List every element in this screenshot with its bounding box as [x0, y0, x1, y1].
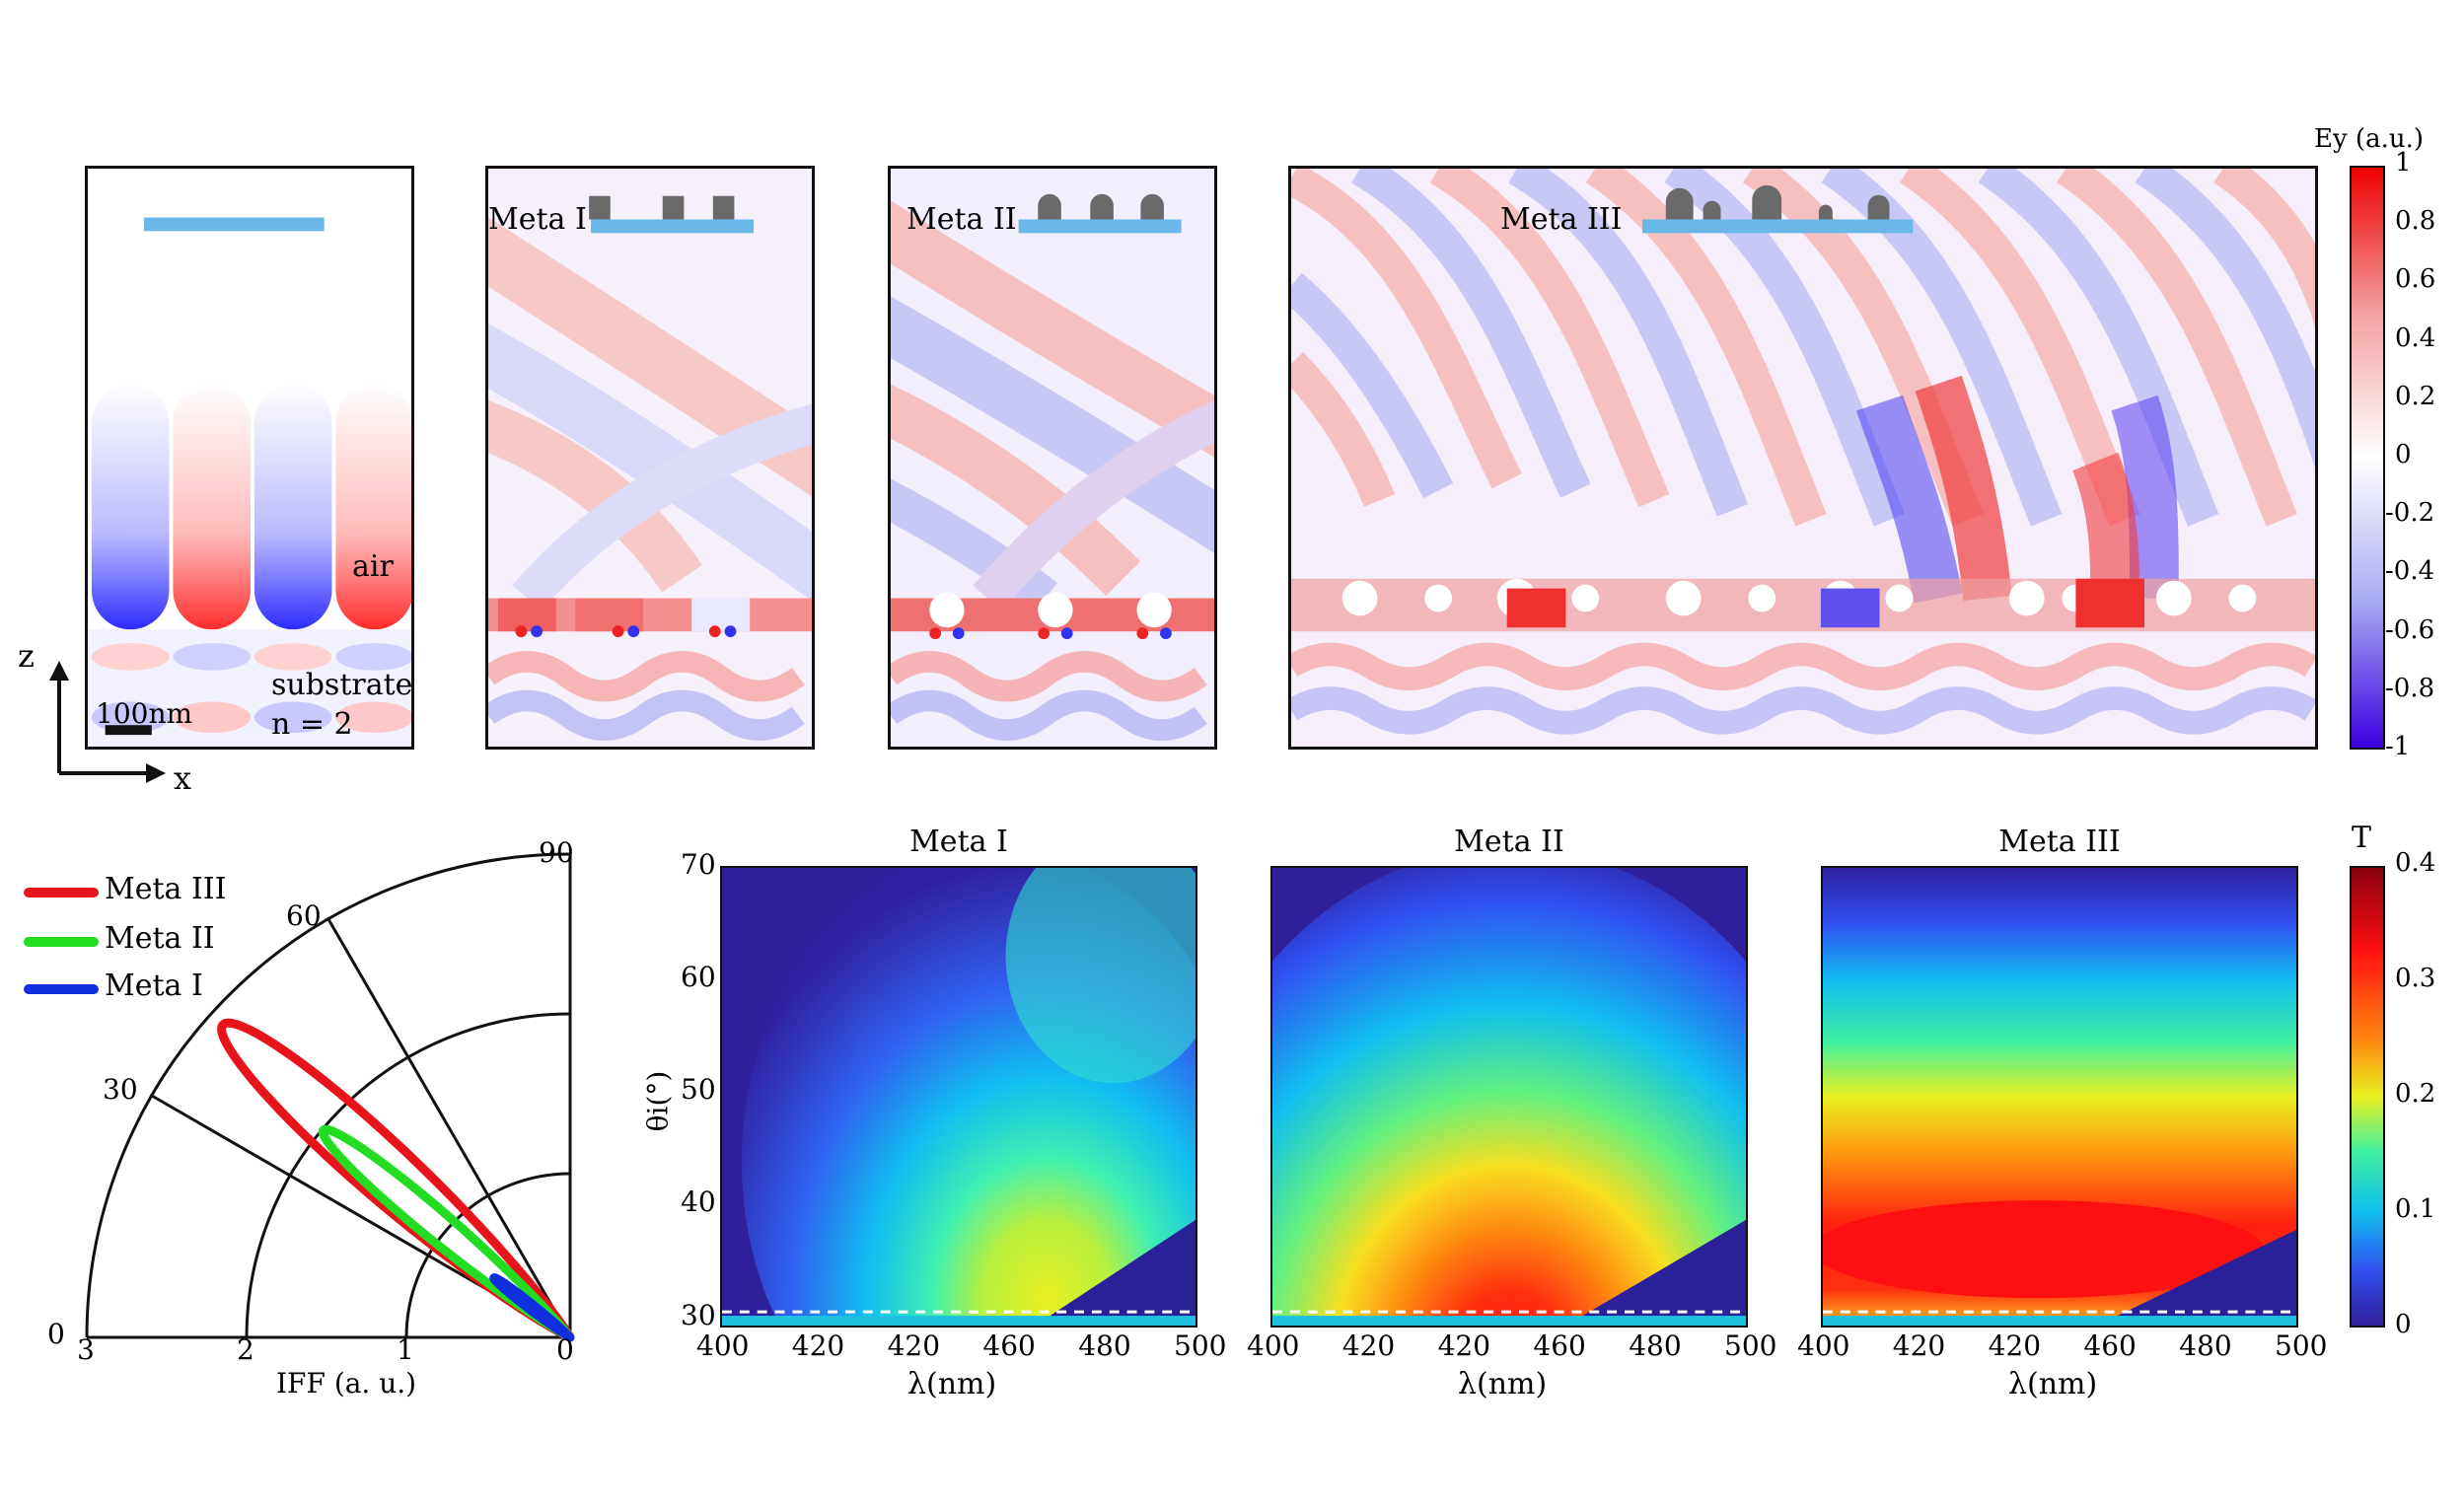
heatmap-ytick: 30: [681, 1298, 716, 1331]
heatmap-xtick: 500: [1174, 1329, 1227, 1362]
scale-bar-label: 100nm: [96, 697, 193, 730]
meta3-label: Meta III: [1500, 202, 1623, 237]
heatmap-ytick: 50: [681, 1073, 716, 1107]
heatmap-xtick: 420: [791, 1329, 845, 1362]
polar-angle-90: 90: [539, 836, 574, 869]
heatmap-xtick: 500: [1724, 1329, 1777, 1362]
heatmap-xtick: 400: [1247, 1329, 1300, 1362]
refractive-index-label: n = 2: [271, 707, 353, 742]
polar-radial-3: 3: [77, 1333, 95, 1366]
heatmap-ytick: 40: [681, 1185, 716, 1219]
polar-radial-2: 2: [237, 1333, 254, 1366]
heatmap1-xlabel: λ(nm): [907, 1367, 997, 1401]
field-panel-meta-1: Meta I: [485, 166, 815, 750]
ey-colorbar-tick: -0.4: [2385, 556, 2435, 587]
ey-colorbar-title: Ey (a.u.): [2314, 124, 2424, 154]
polar-plot: [85, 852, 575, 1342]
t-colorbar-tick: 0.4: [2395, 848, 2436, 878]
heatmap-meta1: [720, 866, 1197, 1328]
ey-colorbar-tick: 0: [2395, 440, 2412, 469]
polar-angle-0: 0: [47, 1318, 65, 1350]
t-colorbar-title: T: [2352, 821, 2372, 855]
heatmap-ytick: 70: [681, 848, 716, 881]
heatmap-xtick: 400: [1797, 1329, 1850, 1362]
heatmap-xtick: 400: [696, 1329, 750, 1362]
legend-label-meta3: Meta III: [105, 872, 227, 906]
field-panel-meta-3: Meta III: [1288, 166, 2318, 750]
heatmap-ylabel: θi(°): [641, 1070, 675, 1132]
z-axis-label: z: [18, 637, 35, 675]
heatmap1-title: Meta I: [909, 825, 1008, 859]
scale-bar: [105, 725, 152, 736]
heatmap-ytick: 60: [681, 961, 716, 994]
heatmap-xtick: 420: [887, 1329, 941, 1362]
meta1-label: Meta I: [488, 202, 587, 237]
heatmap3-xlabel: λ(nm): [2008, 1367, 2098, 1401]
air-label: air: [352, 549, 394, 584]
ey-colorbar-tick: 1: [2395, 148, 2412, 178]
heatmap-xtick: 420: [1892, 1329, 1946, 1362]
meta2-label: Meta II: [906, 202, 1017, 237]
t-colorbar-tick: 0.3: [2395, 964, 2436, 993]
legend-swatch-meta2: [24, 937, 99, 947]
x-axis-label: x: [174, 759, 192, 797]
ey-colorbar: [2350, 166, 2385, 750]
t-colorbar: [2350, 866, 2385, 1328]
legend-swatch-meta3: [24, 888, 99, 898]
field-panel-meta-2: Meta II: [888, 166, 1217, 750]
field-map-plain: [88, 217, 411, 747]
heatmap-xtick: 420: [1341, 1329, 1396, 1362]
legend-label-meta2: Meta II: [105, 921, 215, 956]
legend-swatch-meta1: [24, 984, 99, 994]
polar-xlabel: IFF (a. u.): [276, 1367, 417, 1400]
heatmap-xtick: 480: [1078, 1329, 1131, 1362]
polar-angle-30: 30: [103, 1073, 138, 1106]
legend-label-meta1: Meta I: [105, 969, 203, 1003]
heatmap-meta3: [1821, 866, 2298, 1328]
ey-colorbar-tick: -1: [2385, 732, 2411, 761]
polar-radial-1: 1: [397, 1333, 414, 1366]
heatmap-xtick: 460: [1533, 1329, 1586, 1362]
ey-colorbar-tick: -0.6: [2385, 614, 2435, 645]
heatmap-xtick: 480: [2179, 1329, 2232, 1362]
substrate-label: substrate: [271, 668, 413, 702]
axis-arrows-icon: [49, 661, 166, 783]
ey-colorbar-tick: 0.8: [2395, 206, 2436, 237]
polar-radial-0: 0: [556, 1333, 574, 1366]
heatmap-xtick: 420: [1437, 1329, 1491, 1362]
ey-colorbar-tick: -0.8: [2385, 673, 2435, 703]
t-colorbar-tick: 0.1: [2395, 1194, 2436, 1224]
heatmap-xtick: 460: [982, 1329, 1036, 1362]
heatmap2-title: Meta II: [1454, 825, 1564, 859]
heatmap2-xlabel: λ(nm): [1458, 1367, 1548, 1401]
polar-lobe-meta-i: [489, 1273, 575, 1342]
heatmap3-title: Meta III: [1998, 825, 2121, 859]
t-colorbar-tick: 0: [2395, 1310, 2412, 1339]
ey-colorbar-tick: 0.4: [2395, 323, 2436, 353]
heatmap-xtick: 420: [1988, 1329, 2042, 1362]
polar-angle-60: 60: [286, 899, 322, 932]
ey-colorbar-tick: 0.2: [2395, 381, 2436, 411]
ey-colorbar-tick: -0.2: [2385, 498, 2435, 529]
heatmap-xtick: 480: [1629, 1329, 1682, 1362]
ey-colorbar-tick: 0.6: [2395, 264, 2436, 295]
heatmap-xtick: 460: [2083, 1329, 2137, 1362]
meta1-pillar-1: [589, 195, 611, 220]
t-colorbar-tick: 0.2: [2395, 1079, 2436, 1109]
heatmap-xtick: 500: [2275, 1329, 2328, 1362]
polar-arc-outer: [85, 852, 571, 1338]
heatmap-meta2: [1270, 866, 1748, 1328]
field-panel-plain: air substrate n = 2 100nm: [85, 166, 414, 750]
